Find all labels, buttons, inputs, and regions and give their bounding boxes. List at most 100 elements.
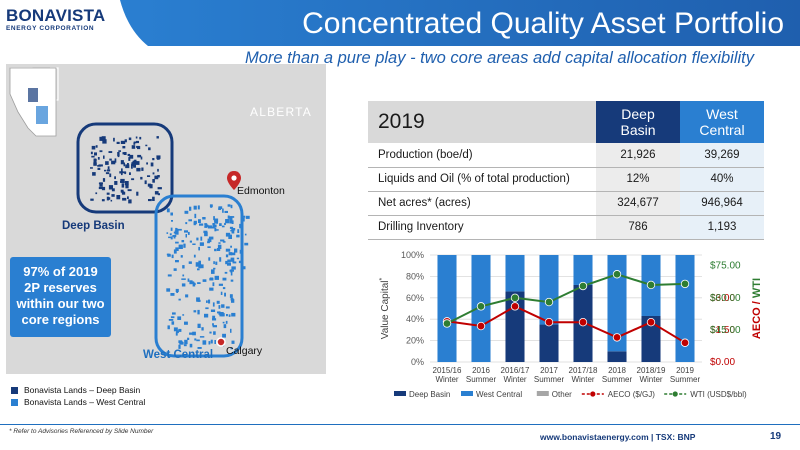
land-parcel [99,182,103,187]
land-parcel [187,278,190,282]
legend-label: West Central [476,390,522,399]
land-parcel [174,230,179,235]
bar-segment [437,255,457,362]
land-parcel [149,184,153,189]
land-parcel [152,158,155,161]
x-tick-label: Winter [639,375,662,384]
land-parcel [156,155,161,159]
land-parcel [157,168,159,172]
land-parcel [211,226,215,229]
land-parcel [200,242,204,246]
land-parcel [176,291,179,293]
land-parcel [219,257,222,262]
reserves-line: 97% of 2019 [23,264,98,279]
aeco-point [680,338,690,347]
land-parcel [166,208,170,213]
land-parcel [224,271,228,274]
land-parcel [139,136,142,140]
land-parcel [124,181,129,186]
land-parcel [220,291,223,295]
land-parcel [230,328,232,333]
y2-axis-title-wti: WTI [751,278,763,298]
land-parcel [199,336,205,338]
land-parcel [157,187,162,190]
land-parcel [92,172,96,176]
land-parcel [209,331,212,334]
land-parcel [225,248,231,252]
legend-label: WTI (USD$/bbl) [690,390,747,399]
land-parcel [108,185,113,190]
land-parcel [111,194,115,197]
land-parcel [224,222,226,225]
land-parcel [193,310,197,313]
land-parcel [166,288,171,292]
land-parcel [208,236,214,240]
y-tick-label: 80% [406,271,424,281]
land-parcel [122,152,127,155]
land-parcel [222,277,227,281]
land-parcel [229,219,233,224]
land-parcel [127,153,131,157]
land-parcel [146,162,148,165]
cell-west-central: 1,193 [680,215,764,240]
land-parcel [105,172,110,175]
land-parcel [230,204,233,209]
y2-axis-title: AECO / WTI [751,278,763,339]
land-parcel [156,136,159,139]
land-parcel [129,172,131,175]
land-parcel [178,340,182,344]
land-parcel [95,145,98,148]
land-parcel [196,237,199,241]
footer-site-link[interactable]: www.bonavistaenergy.com | TSX: BNP [540,432,696,442]
land-parcel [214,340,216,344]
aeco-point [510,302,520,311]
land-parcel [127,196,129,199]
land-parcel [120,160,124,165]
land-parcel [193,222,196,226]
x-tick-label: Winter [503,375,526,384]
legend-marker [672,391,678,397]
land-parcel [129,154,134,159]
lands-scatter [90,136,250,350]
land-parcel [195,262,200,267]
land-parcel [234,248,238,253]
slide-subtitle: More than a pure play - two core areas a… [244,49,754,67]
land-parcel [113,137,115,142]
company-logo: BONAVISTA ENERGY CORPORATION [6,7,106,39]
land-parcel [137,154,142,158]
land-parcel [147,175,151,177]
land-parcel [132,160,135,163]
land-parcel [207,238,212,243]
land-parcel [236,234,240,238]
bar-segment [505,255,525,292]
land-parcel [225,260,228,265]
col-header-line: Deep [621,106,655,122]
land-parcel [128,199,132,204]
land-parcel [171,321,175,325]
land-parcel [136,191,139,196]
cell-deep-basin: 786 [596,215,680,240]
land-parcel [135,136,138,139]
land-parcel [192,331,196,336]
land-parcel [120,180,124,183]
cell-west-central: 946,964 [680,191,764,216]
land-parcel [205,307,209,310]
land-parcel [106,192,110,195]
land-parcel [198,219,201,223]
bar-segment [675,255,695,362]
land-parcel [242,215,246,218]
land-parcel [244,242,249,246]
deep-basin-boundary [76,122,174,214]
land-parcel [154,191,159,195]
x-tick-label: 2019 [676,366,694,375]
land-parcel [97,157,100,160]
wti-point [510,293,520,302]
land-parcel [213,267,216,270]
land-parcel [128,137,132,141]
land-parcel [201,327,204,331]
land-parcel [170,212,173,216]
land-parcel [145,144,148,147]
reserves-line: 2P reserves [24,280,97,295]
aeco-point [544,317,554,327]
land-parcel [197,268,200,271]
